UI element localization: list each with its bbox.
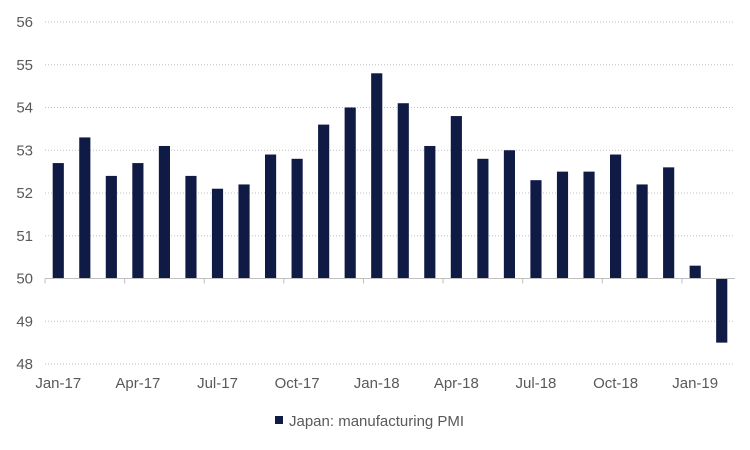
bar [503, 150, 515, 279]
x-tick-label: Jul-17 [197, 375, 238, 392]
bar [344, 107, 356, 279]
bar [397, 103, 409, 279]
x-tick-label: Oct-18 [593, 375, 638, 392]
x-tick-label: Oct-17 [275, 375, 320, 392]
y-tick-label: 52 [16, 185, 33, 202]
legend-swatch [275, 416, 283, 424]
y-tick-label: 55 [16, 57, 33, 74]
x-axis [44, 278, 735, 284]
bar [450, 116, 462, 279]
x-axis-ticks: Jan-17 Apr-17 Jul-17 Oct-17 Jan-18 Apr-18 Jul-… [35, 375, 718, 392]
bar [636, 184, 648, 279]
bar [583, 171, 595, 279]
x-tick-label: Apr-18 [434, 375, 479, 392]
bar [238, 184, 250, 279]
bar [52, 163, 64, 279]
bar [689, 265, 701, 279]
bars [52, 73, 728, 343]
bar [716, 278, 728, 343]
bar [371, 73, 383, 279]
x-tick-label: Jan-19 [672, 375, 718, 392]
y-tick-label: 54 [16, 100, 33, 117]
y-tick-label: 51 [16, 228, 33, 245]
bar [291, 158, 303, 279]
bar [318, 124, 330, 279]
bar [556, 171, 569, 279]
bar [477, 158, 489, 279]
y-tick-label: 50 [16, 271, 33, 288]
legend-label: Japan: manufacturing PMI [289, 413, 464, 430]
x-tick-label: Jul-18 [516, 375, 557, 392]
y-tick-label: 53 [16, 142, 33, 159]
bar [265, 154, 277, 279]
bar [185, 175, 197, 279]
bar [663, 167, 675, 279]
bar [132, 163, 144, 279]
y-tick-label: 49 [16, 313, 33, 330]
bar [530, 180, 542, 279]
x-tick-label: Jan-18 [354, 375, 400, 392]
bar [105, 175, 117, 279]
bar [158, 145, 170, 279]
bar [610, 154, 622, 279]
x-tick-label: Apr-17 [115, 375, 160, 392]
x-tick-label: Jan-17 [35, 375, 81, 392]
bar [211, 188, 224, 279]
bar [424, 145, 436, 279]
legend: Japan: manufacturing PMI [275, 413, 464, 430]
y-tick-label: 48 [16, 356, 33, 373]
y-tick-label: 56 [16, 14, 33, 31]
gridlines [45, 21, 735, 365]
y-axis-ticks: 48 49 50 51 52 53 54 55 56 [16, 14, 33, 373]
bar [79, 137, 91, 279]
